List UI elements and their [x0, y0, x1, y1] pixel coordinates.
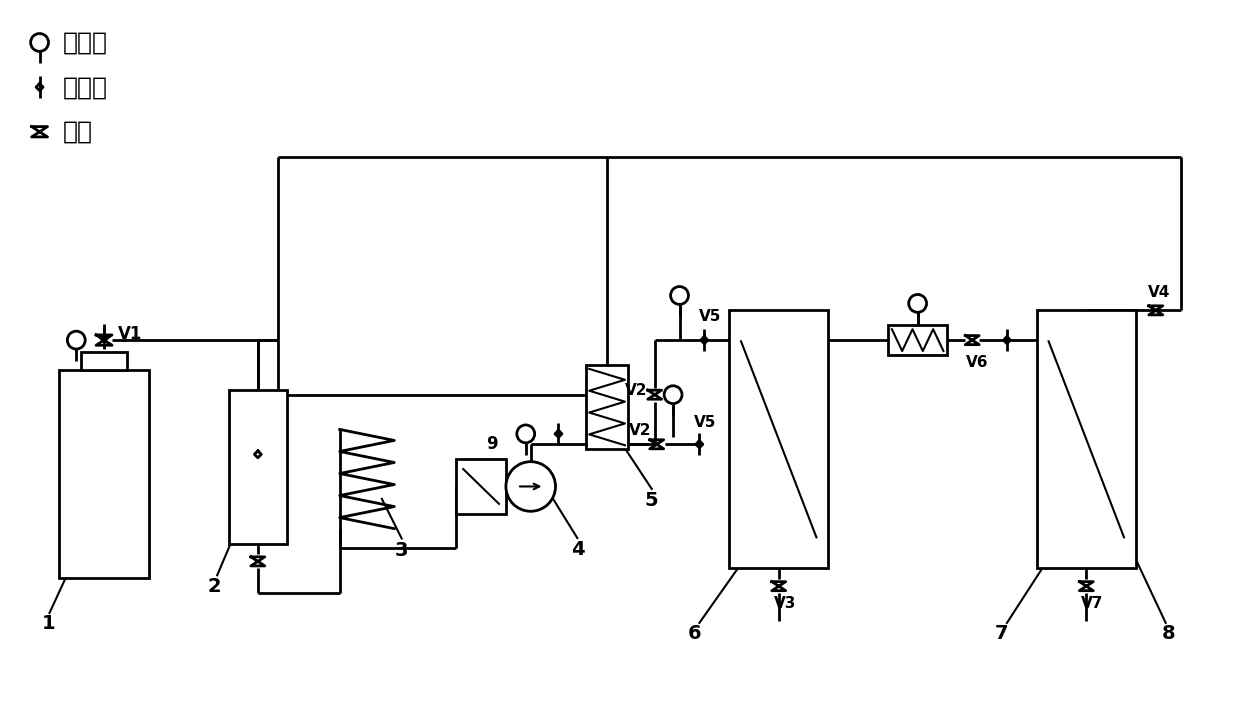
Text: 4: 4 — [571, 540, 585, 559]
Bar — [59, 370, 149, 578]
Text: V4: V4 — [1147, 285, 1170, 300]
Bar — [456, 459, 506, 514]
Text: V1: V1 — [118, 325, 142, 343]
Circle shape — [670, 287, 689, 305]
Text: V3: V3 — [774, 596, 797, 611]
Bar — [888, 325, 948, 355]
Text: 安全阀: 安全阀 — [62, 75, 108, 99]
Text: V7: V7 — [1082, 596, 1104, 611]
Circle shape — [908, 295, 927, 312]
Text: V2: V2 — [624, 383, 648, 398]
Bar — [586, 365, 628, 449]
Text: 9: 9 — [486, 435, 498, 453]
Circle shape — [67, 331, 85, 349]
Text: 5: 5 — [644, 491, 658, 510]
Text: 阀门: 阀门 — [62, 120, 93, 143]
Text: 1: 1 — [42, 614, 56, 633]
Bar — [1037, 310, 1136, 568]
Bar — [729, 310, 829, 568]
Text: V2: V2 — [629, 423, 652, 438]
Bar — [229, 390, 286, 544]
Text: 2: 2 — [207, 577, 221, 596]
Text: V6: V6 — [966, 355, 989, 370]
Bar — [82, 352, 126, 370]
Circle shape — [506, 462, 555, 511]
Text: 3: 3 — [395, 540, 409, 559]
Text: 8: 8 — [1162, 624, 1176, 643]
Circle shape — [31, 33, 48, 51]
Circle shape — [664, 386, 681, 403]
Text: 压力表: 压力表 — [62, 31, 108, 55]
Text: V5: V5 — [694, 415, 717, 430]
Text: 6: 6 — [688, 624, 701, 643]
Text: V5: V5 — [699, 309, 722, 324]
Circle shape — [517, 425, 535, 443]
Text: 7: 7 — [995, 624, 1009, 643]
